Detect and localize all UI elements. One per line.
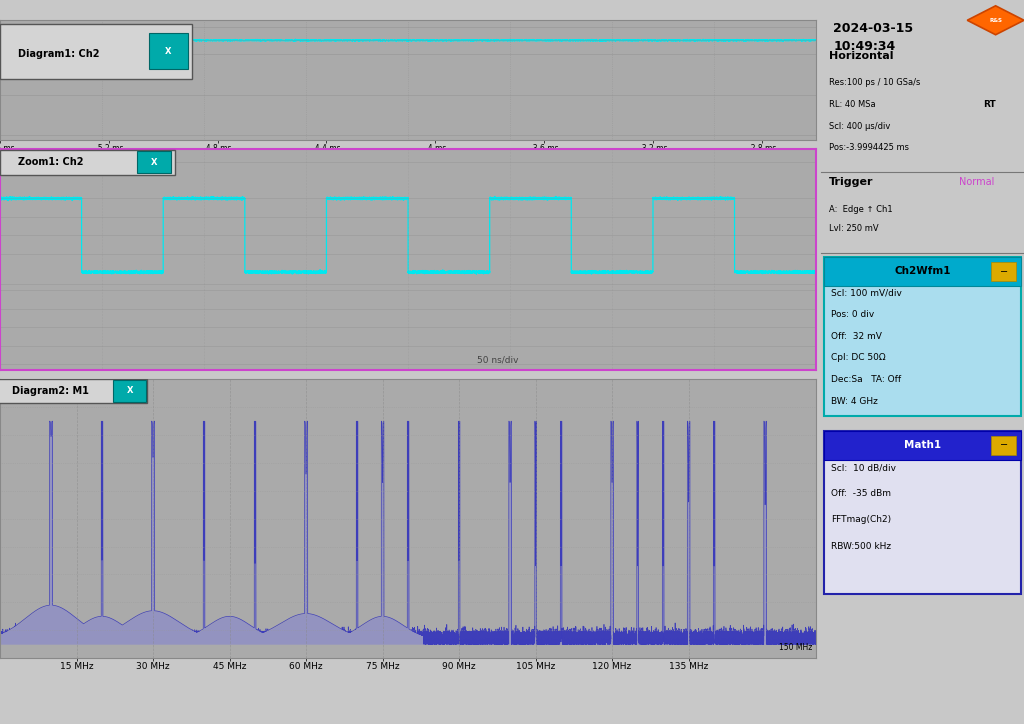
Text: X: X	[127, 387, 133, 395]
Text: Horizontal: Horizontal	[829, 51, 894, 61]
Text: Math1: Math1	[904, 440, 941, 450]
Text: Res:100 ps / 10 GSa/s: Res:100 ps / 10 GSa/s	[829, 78, 921, 87]
Text: Zoom1: Ch2: Zoom1: Ch2	[18, 157, 83, 167]
FancyBboxPatch shape	[0, 151, 175, 174]
Text: Diagram1: Ch2: Diagram1: Ch2	[18, 49, 99, 59]
Text: Pos: 0 div: Pos: 0 div	[831, 310, 874, 319]
FancyBboxPatch shape	[824, 431, 1021, 594]
FancyBboxPatch shape	[991, 436, 1016, 455]
FancyBboxPatch shape	[824, 257, 1021, 416]
Text: RL: 40 MSa: RL: 40 MSa	[829, 100, 876, 109]
Text: 2024-03-15: 2024-03-15	[834, 22, 913, 35]
FancyBboxPatch shape	[137, 151, 171, 174]
Text: Pos:-3.9994425 ms: Pos:-3.9994425 ms	[829, 143, 909, 152]
FancyBboxPatch shape	[0, 379, 146, 403]
Text: X: X	[165, 47, 171, 56]
Text: 10:49:34: 10:49:34	[834, 40, 896, 53]
Polygon shape	[968, 6, 1024, 35]
FancyBboxPatch shape	[991, 262, 1016, 281]
Text: BW: 4 GHz: BW: 4 GHz	[831, 397, 879, 405]
Text: Scl:  10 dB/div: Scl: 10 dB/div	[831, 463, 896, 472]
FancyBboxPatch shape	[824, 257, 1021, 286]
Text: −: −	[999, 440, 1008, 450]
Text: Lvl: 250 mV: Lvl: 250 mV	[829, 224, 879, 233]
Text: X: X	[151, 158, 158, 167]
FancyBboxPatch shape	[0, 24, 191, 79]
Text: Normal: Normal	[959, 177, 994, 188]
FancyBboxPatch shape	[824, 431, 1021, 460]
Text: FFTmag(Ch2): FFTmag(Ch2)	[831, 515, 892, 524]
FancyBboxPatch shape	[148, 33, 187, 70]
Text: R&S: R&S	[989, 18, 1002, 22]
Text: Off:  32 mV: Off: 32 mV	[831, 332, 883, 340]
Text: A:  Edge ↑ Ch1: A: Edge ↑ Ch1	[829, 205, 893, 214]
Text: RT: RT	[983, 100, 996, 109]
Text: Cpl: DC 50Ω: Cpl: DC 50Ω	[831, 353, 886, 362]
Text: Off:  -35 dBm: Off: -35 dBm	[831, 489, 891, 498]
Text: Dec:Sa   TA: Off: Dec:Sa TA: Off	[831, 375, 901, 384]
Text: Trigger: Trigger	[829, 177, 873, 188]
Text: Scl: 400 µs/div: Scl: 400 µs/div	[829, 122, 891, 130]
Text: Scl: 100 mV/div: Scl: 100 mV/div	[831, 288, 902, 297]
Text: RBW:500 kHz: RBW:500 kHz	[831, 542, 892, 550]
Text: Ch2Wfm1: Ch2Wfm1	[894, 266, 951, 277]
Text: Diagram2: M1: Diagram2: M1	[12, 386, 89, 396]
Text: 50 ns/div: 50 ns/div	[477, 355, 518, 364]
FancyBboxPatch shape	[114, 380, 146, 402]
Text: 150 MHz: 150 MHz	[778, 643, 812, 652]
Text: −: −	[999, 266, 1008, 277]
